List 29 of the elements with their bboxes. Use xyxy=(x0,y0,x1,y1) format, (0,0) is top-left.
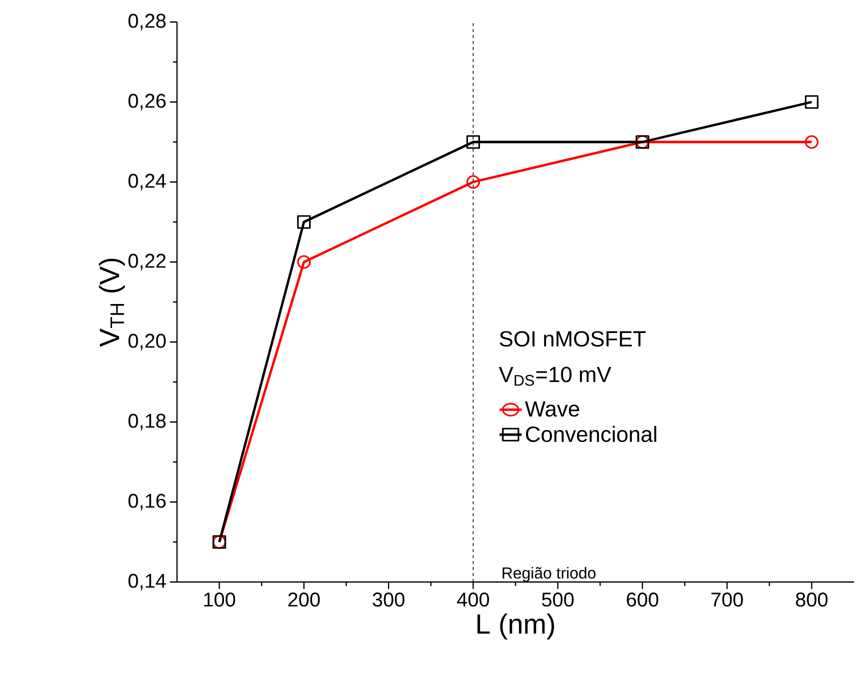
annotation: V$_{DS}$=10 mV xyxy=(498,366,612,386)
x-tick-label: 100 xyxy=(204,592,236,607)
x-tick-label: 300 xyxy=(372,592,404,607)
legend-title: SOI nMOSFET xyxy=(500,331,646,347)
y-tick-label: 0,26 xyxy=(128,94,166,110)
y-axis-title: V$_{TH}$ (V) xyxy=(98,258,125,347)
x-axis-title: L (nm) xyxy=(477,613,554,640)
y-tick-label: 0,16 xyxy=(128,494,166,510)
x-tick-label: 400 xyxy=(457,592,490,607)
point xyxy=(297,215,311,229)
y-tick-label: 0,20 xyxy=(128,334,166,350)
ref-line-label: Região triodo xyxy=(502,566,596,582)
y-tick-label: 0,24 xyxy=(128,174,166,190)
point xyxy=(297,255,311,269)
x-tick-label: 800 xyxy=(796,592,828,607)
point xyxy=(466,135,480,149)
point xyxy=(466,175,480,189)
legend-label: Wave xyxy=(524,401,580,417)
y-tick-label: 0,22 xyxy=(128,254,166,270)
x-tick-label: 700 xyxy=(711,592,743,607)
y-tick-label: 0,18 xyxy=(128,414,166,430)
x-tick-label: 500 xyxy=(542,592,574,607)
x-tick-label: 200 xyxy=(288,592,320,607)
point xyxy=(804,95,818,109)
x-tick-label: 600 xyxy=(626,592,658,607)
y-tick-label: 0,28 xyxy=(128,14,166,30)
legend-label: Convencional xyxy=(526,426,656,442)
point xyxy=(804,135,818,149)
y-tick-label: 0,14 xyxy=(128,574,166,590)
